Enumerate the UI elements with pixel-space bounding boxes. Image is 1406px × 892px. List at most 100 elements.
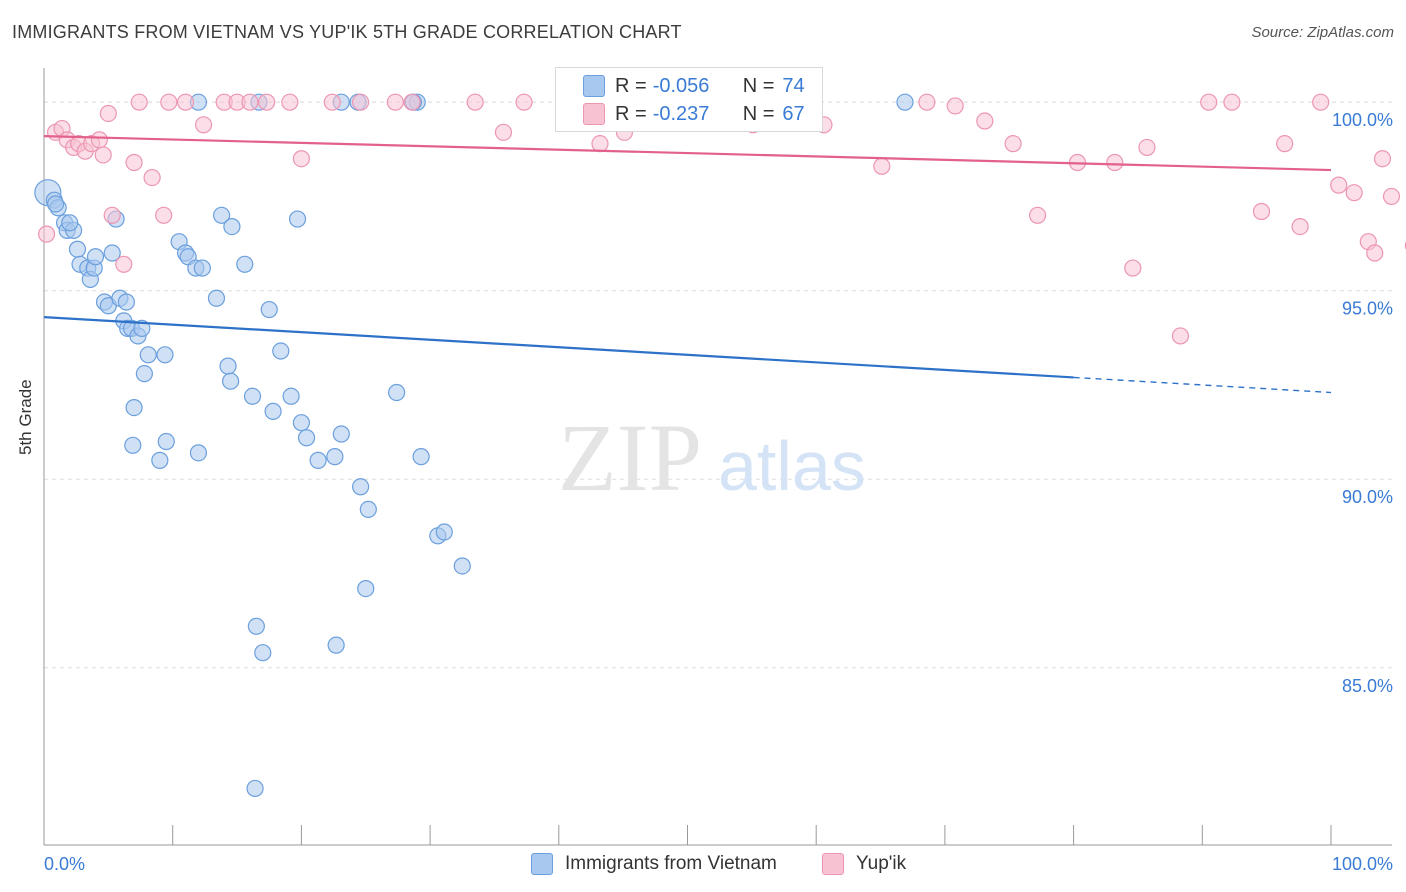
data-point <box>176 93 195 111</box>
bottom-legend-vietnam: Immigrants from Vietnam <box>531 850 777 878</box>
data-point <box>1373 150 1392 168</box>
tick-labels: 85.0% 90.0% 95.0% 100.0% 0.0% 100.0% <box>44 110 1393 874</box>
data-point <box>223 218 241 236</box>
data-point <box>135 365 153 383</box>
legend-swatch-blue <box>583 75 605 97</box>
data-point <box>157 432 175 451</box>
data-point <box>103 244 121 262</box>
data-point <box>125 153 143 172</box>
gridlines <box>44 101 1392 669</box>
data-point <box>236 255 254 273</box>
data-point <box>219 357 237 375</box>
data-point <box>1200 93 1218 111</box>
data-point <box>281 93 299 111</box>
data-point <box>130 93 148 111</box>
data-point <box>403 93 421 111</box>
trend-line-vietnam <box>43 315 1074 379</box>
data-point <box>327 636 345 654</box>
data-point <box>412 448 430 466</box>
data-point <box>435 523 453 541</box>
data-point <box>125 398 143 417</box>
data-point <box>1124 259 1142 277</box>
data-point <box>332 425 350 443</box>
data-point <box>213 206 231 224</box>
data-point <box>139 346 157 364</box>
data-point <box>453 557 471 575</box>
legend-n-label: N = <box>742 102 775 125</box>
data-point <box>946 97 964 115</box>
data-point <box>309 451 327 469</box>
data-point <box>1345 184 1363 202</box>
data-point <box>241 93 259 111</box>
watermark-zip: ZIP <box>558 404 702 511</box>
data-point <box>1312 93 1330 111</box>
data-point <box>297 429 316 447</box>
bottom-legend-yupik: Yup'ik <box>822 850 906 878</box>
data-point <box>1028 206 1047 224</box>
data-point <box>386 93 404 111</box>
legend-r-value: -0.237 <box>652 102 710 125</box>
legend-n-value: 74 <box>782 74 805 97</box>
data-point <box>292 414 310 432</box>
data-point <box>155 206 173 224</box>
data-point <box>359 500 377 519</box>
data-point <box>292 150 310 168</box>
bottom-legend-label-yupik: Yup'ik <box>856 853 907 874</box>
legend-r-label: R = <box>615 74 647 97</box>
data-point <box>37 225 56 243</box>
data-point <box>222 372 240 390</box>
legend-n-label: N = <box>742 74 775 97</box>
data-point <box>243 387 262 405</box>
legend-swatch-pink <box>583 103 605 125</box>
chart-title: IMMIGRANTS FROM VIETNAM VS YUP'IK 5TH GR… <box>12 22 682 42</box>
data-point <box>1366 244 1384 262</box>
data-point <box>1106 153 1124 172</box>
data-point <box>103 206 121 224</box>
data-point <box>260 300 278 319</box>
data-point <box>388 383 406 402</box>
data-point <box>1004 135 1022 153</box>
trend-line-vietnam-extension <box>1073 376 1332 394</box>
data-point <box>352 478 370 496</box>
data-point <box>873 157 891 175</box>
trend-line-yupik <box>43 135 1332 172</box>
data-point <box>143 168 161 187</box>
data-point <box>591 135 609 153</box>
data-point <box>90 131 108 149</box>
y-tick-label: 90.0% <box>1342 487 1393 507</box>
data-point <box>357 579 375 598</box>
data-point <box>1291 218 1309 236</box>
data-point <box>976 112 994 130</box>
data-point <box>194 116 213 134</box>
data-point <box>86 248 105 266</box>
data-point <box>466 93 484 111</box>
bottom-legend-label-vietnam: Immigrants from Vietnam <box>565 853 777 874</box>
x-tick-label: 0.0% <box>44 854 85 874</box>
y-tick-label: 85.0% <box>1342 676 1393 696</box>
data-point <box>896 93 914 111</box>
y-tick-label: 95.0% <box>1342 299 1393 319</box>
data-point <box>94 146 112 164</box>
data-point <box>115 255 133 273</box>
data-point <box>1276 135 1294 153</box>
data-point <box>272 342 290 360</box>
data-point <box>61 214 79 232</box>
data-point <box>326 448 344 466</box>
data-point <box>1171 327 1190 345</box>
legend-n-value: 67 <box>782 102 805 125</box>
x-tick-label: 100.0% <box>1332 854 1393 874</box>
legend-r-label: R = <box>615 102 647 125</box>
source-label: Source: ZipAtlas.com <box>1251 24 1394 41</box>
data-point <box>133 319 151 338</box>
data-point <box>247 617 265 635</box>
data-point <box>207 289 226 307</box>
data-point <box>160 93 178 111</box>
data-point <box>1138 138 1156 157</box>
data-point <box>68 240 87 258</box>
data-point <box>117 293 135 311</box>
data-point <box>1223 93 1241 111</box>
data-point <box>494 123 513 141</box>
data-point <box>99 104 117 123</box>
data-point <box>918 93 936 111</box>
